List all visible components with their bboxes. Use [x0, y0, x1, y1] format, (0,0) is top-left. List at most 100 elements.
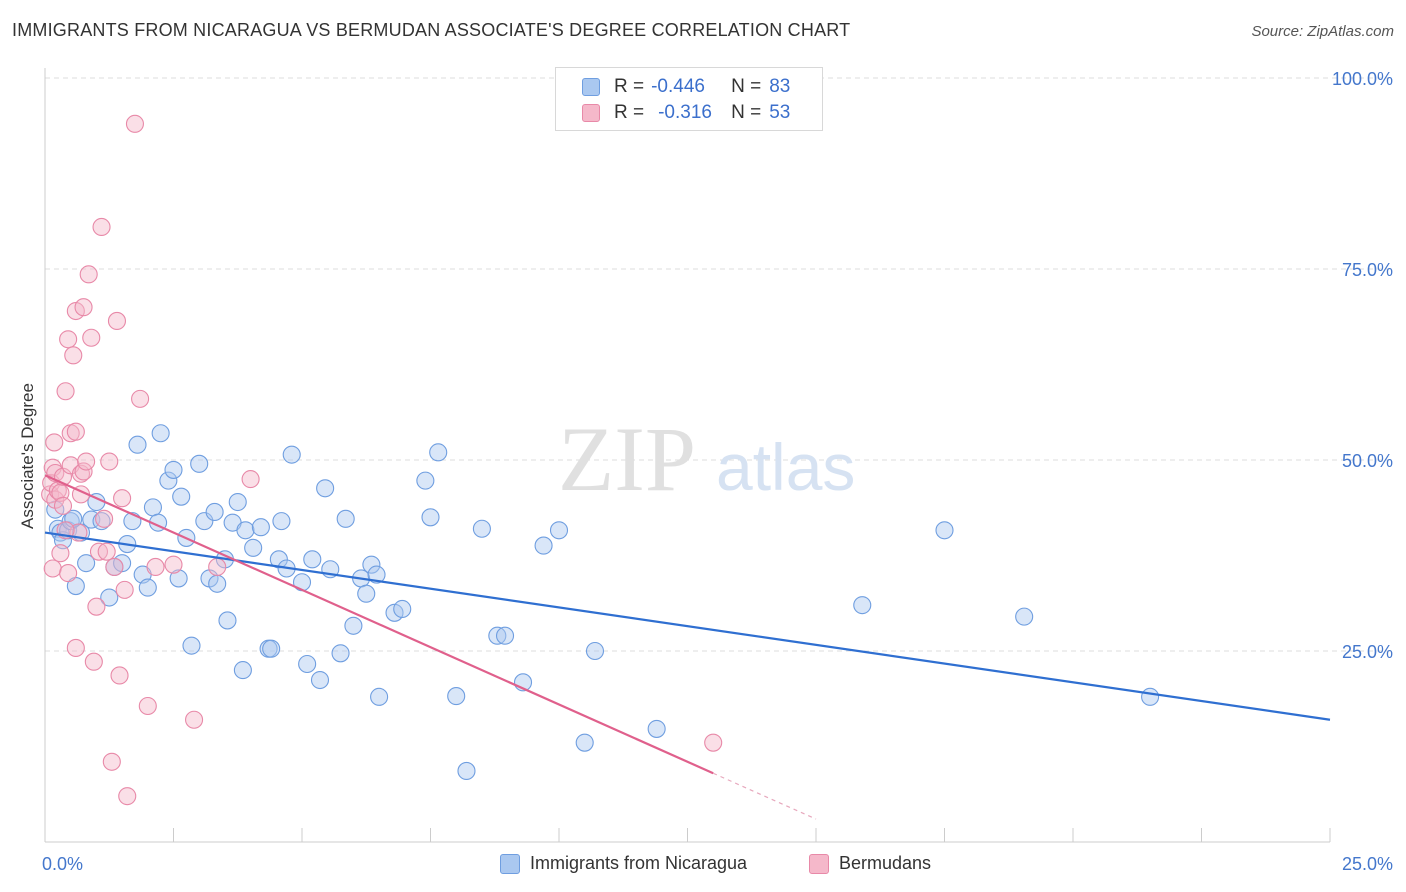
point-bermudans [100, 452, 119, 471]
point-nicaragua [495, 626, 515, 645]
point-bermudans [107, 311, 127, 331]
correlation-legend: R = -0.446 N = 83 R = -0.316 N = 53 [555, 67, 823, 131]
point-nicaragua [77, 554, 96, 573]
point-nicaragua [143, 498, 162, 517]
point-nicaragua [534, 536, 553, 555]
point-nicaragua [138, 578, 157, 597]
point-nicaragua [416, 471, 435, 490]
point-bermudans [241, 470, 260, 489]
axes [44, 68, 1331, 843]
point-bermudans [74, 298, 93, 317]
y-tick-label: 50.0% [1342, 451, 1393, 471]
point-bermudans [84, 652, 103, 671]
point-bermudans [66, 638, 85, 657]
point-nicaragua [472, 519, 491, 538]
x-tick-label: 25.0% [1342, 854, 1393, 874]
point-bermudans [125, 114, 144, 133]
y-tick-label: 25.0% [1342, 642, 1393, 662]
point-nicaragua [228, 492, 247, 512]
point-bermudans [102, 752, 121, 771]
point-bermudans [59, 330, 78, 349]
point-bermudans [146, 557, 165, 577]
trend-line-bermudans [44, 474, 714, 775]
point-bermudans [92, 217, 111, 237]
bottom-legend-bermudans: Bermudans [809, 853, 931, 874]
point-bermudans [64, 346, 83, 365]
watermark-zip: ZIP [558, 408, 696, 510]
point-nicaragua [1015, 607, 1034, 626]
point-nicaragua [344, 616, 363, 635]
point-bermudans [95, 509, 114, 528]
legend-r-label: R = [614, 76, 645, 97]
point-nicaragua [367, 565, 386, 584]
tick-labels: 100.0% 75.0% 50.0% 25.0% 0.0% 25.0% [42, 69, 1393, 874]
point-nicaragua [935, 521, 954, 540]
bottom-legend-swatch-blue [500, 853, 520, 874]
legend-n-label: N = [731, 102, 762, 123]
bottom-legend-nicaragua: Immigrants from Nicaragua [500, 853, 747, 874]
legend-swatch-pink [582, 104, 600, 122]
point-bermudans [77, 452, 96, 471]
chart-title: IMMIGRANTS FROM NICARAGUA VS BERMUDAN AS… [12, 20, 851, 40]
point-nicaragua [488, 626, 507, 645]
bottom-legend-swatch-pink [809, 853, 829, 874]
point-bermudans [704, 733, 723, 752]
point-bermudans [118, 787, 137, 806]
point-bermudans [113, 489, 132, 508]
point-nicaragua [164, 460, 183, 479]
point-nicaragua [233, 661, 252, 680]
point-nicaragua [208, 574, 227, 593]
point-nicaragua [1141, 687, 1160, 706]
legend-r-value: -0.316 [658, 102, 712, 123]
legend-n-label: N = [731, 76, 762, 97]
point-nicaragua [447, 687, 466, 706]
watermark-atlas: atlas [716, 430, 855, 504]
point-bermudans [51, 544, 70, 563]
point-nicaragua [370, 687, 389, 706]
point-nicaragua [159, 471, 178, 490]
point-nicaragua [269, 550, 288, 569]
point-nicaragua [205, 502, 224, 522]
point-bermudans [53, 496, 73, 515]
point-nicaragua [853, 596, 872, 615]
point-bermudans [110, 666, 129, 685]
legend-swatch-blue [582, 78, 600, 96]
point-bermudans [105, 557, 124, 577]
point-nicaragua [575, 733, 594, 752]
point-nicaragua [331, 644, 350, 663]
point-bermudans [66, 422, 85, 441]
point-bermudans [89, 542, 109, 561]
y-tick-label: 100.0% [1332, 69, 1393, 89]
trend-line-nicaragua [44, 531, 1331, 721]
legend-r-label: R = [614, 102, 645, 123]
point-nicaragua [236, 521, 255, 540]
point-nicaragua [316, 479, 335, 498]
point-nicaragua [310, 670, 330, 690]
point-nicaragua [190, 454, 209, 473]
point-nicaragua [92, 512, 111, 531]
point-nicaragua [218, 611, 237, 630]
point-bermudans [82, 328, 101, 347]
point-bermudans [87, 597, 106, 616]
bottom-legend-label: Bermudans [839, 853, 932, 873]
point-nicaragua [251, 518, 270, 537]
point-nicaragua [585, 641, 605, 661]
trend-line-bermudans-extension [712, 772, 817, 820]
x-tick-label: 0.0% [42, 854, 83, 874]
source-label: Source: ZipAtlas.com [1251, 23, 1394, 40]
trend-lines [44, 474, 1331, 820]
point-nicaragua [272, 512, 291, 531]
point-nicaragua [298, 654, 317, 674]
point-bermudans [208, 557, 227, 577]
point-bermudans [131, 389, 150, 408]
point-nicaragua [100, 588, 119, 607]
point-nicaragua [182, 636, 201, 655]
data-points [41, 114, 1160, 806]
point-nicaragua [195, 512, 214, 531]
point-bermudans [45, 433, 64, 452]
point-bermudans [185, 710, 204, 729]
legend-n-value: 53 [769, 102, 791, 123]
point-nicaragua [128, 435, 147, 454]
point-nicaragua [393, 599, 412, 619]
